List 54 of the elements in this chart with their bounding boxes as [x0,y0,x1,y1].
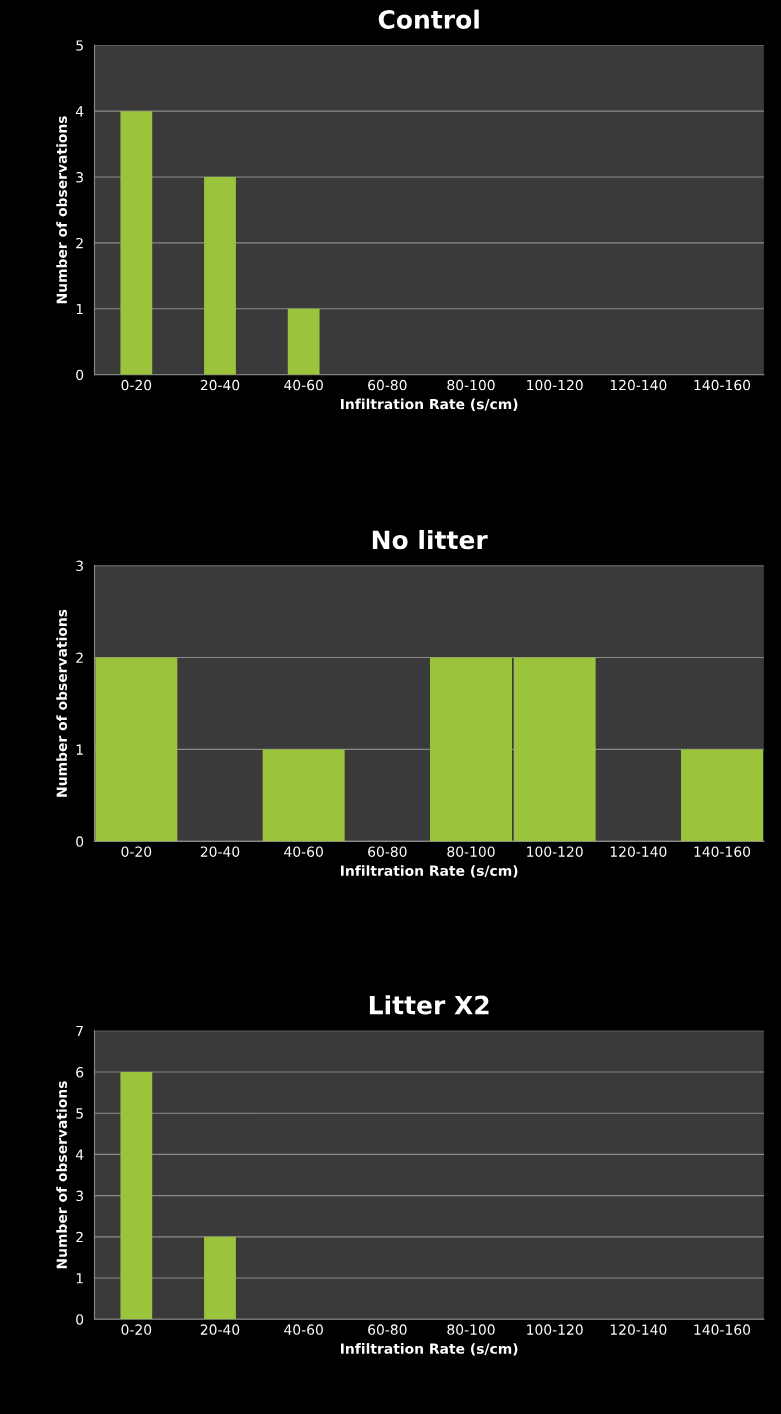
x-axis-title: Infiltration Rate (s/cm) [341,865,518,878]
y-tick-label: 4 [75,1149,84,1160]
x-tick-label: 40-60 [284,1324,323,1335]
chart-title: No litter [372,529,488,550]
x-tick-label: 60-80 [368,379,407,391]
y-tick-label: 5 [76,1108,83,1119]
y-tick-label: 3 [76,172,83,183]
y-axis-title: Number of observations [56,609,67,797]
y-tick-label: 0 [76,369,84,381]
y-tick-label: 7 [76,1025,83,1037]
y-tick-label: 1 [76,303,83,315]
bar [204,177,236,375]
y-tick-label: 4 [75,106,84,117]
x-tick-label: 60-80 [368,846,407,857]
x-tick-label: 20-40 [200,1324,240,1335]
y-tick-label: 3 [76,560,83,572]
x-tick-label: 100-120 [527,846,583,857]
x-tick-label: 140-160 [694,846,751,857]
x-tick-label: 40-60 [284,379,323,391]
x-tick-label: 80-100 [447,1324,495,1335]
y-tick-label: 6 [76,1066,84,1078]
y-tick-label: 2 [76,237,83,249]
y-tick-label: 1 [76,1273,83,1284]
x-tick-label: 80-100 [447,379,495,391]
y-tick-label: 0 [76,1314,84,1325]
y-tick-label: 2 [76,1231,83,1243]
x-tick-label: 140-160 [694,379,751,391]
x-tick-label: 20-40 [200,846,240,857]
x-tick-label: 80-100 [447,846,495,857]
y-tick-label: 3 [76,1190,83,1202]
chart-title: Litter X2 [369,995,489,1015]
chart-title: Control [378,9,479,29]
x-tick-label: 120-140 [610,1324,667,1335]
x-tick-label: 120-140 [610,846,667,857]
x-axis-title: Infiltration Rate (s/cm) [341,1343,518,1356]
bar [120,111,153,375]
y-tick-label: 0 [76,836,84,847]
x-axis-title: Infiltration Rate (s/cm) [341,398,518,411]
x-tick-label: 120-140 [610,379,667,391]
x-tick-label: 0-20 [121,379,152,391]
x-tick-label: 0-20 [121,1324,152,1335]
y-tick-label: 5 [76,40,83,51]
x-tick-label: 140-160 [694,1324,751,1335]
x-tick-label: 0-20 [121,846,152,857]
x-tick-label: 60-80 [368,1324,407,1335]
y-tick-label: 1 [76,744,83,755]
y-tick-label: 2 [76,652,83,663]
x-tick-label: 100-120 [527,379,583,391]
bar [287,308,320,375]
y-axis-title: Number of observations [56,116,67,304]
x-tick-label: 40-60 [284,846,323,857]
x-tick-label: 20-40 [200,379,240,391]
y-axis-title: Number of observations [56,1081,67,1269]
x-tick-label: 100-120 [527,1324,583,1335]
